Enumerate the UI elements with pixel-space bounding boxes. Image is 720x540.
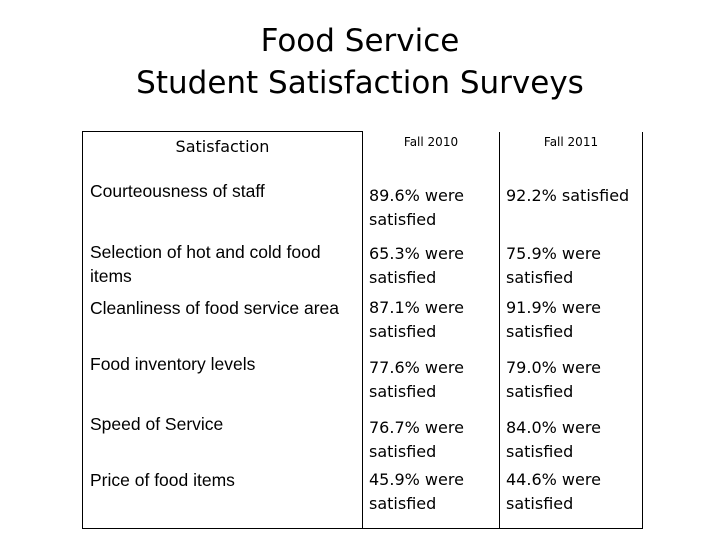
criteria-cell: Speed of Service — [82, 412, 363, 468]
fall-2010-cell: 89.6% were satisfied — [362, 179, 500, 240]
table-row: Speed of Service 76.7% were satisfied 84… — [82, 412, 643, 468]
header-fall-2011: Fall 2011 — [499, 131, 643, 179]
title-line-2: Student Satisfaction Surveys — [136, 65, 584, 101]
fall-2010-cell: 77.6% were satisfied — [362, 352, 500, 412]
slide-title: Food Service Student Satisfaction Survey… — [0, 20, 720, 104]
fall-2011-cell: 92.2% satisfied — [499, 179, 643, 240]
criteria-cell: Selection of hot and cold food items — [82, 240, 363, 296]
criteria-cell: Courteousness of staff — [82, 179, 363, 240]
fall-2010-cell: 87.1% were satisfied — [362, 296, 500, 352]
table-row: Cleanliness of food service area 87.1% w… — [82, 296, 643, 352]
criteria-cell: Price of food items — [82, 468, 363, 529]
criteria-cell: Food inventory levels — [82, 352, 363, 412]
table-row: Courteousness of staff 89.6% were satisf… — [82, 179, 643, 240]
table-header-row: Satisfaction Fall 2010 Fall 2011 — [82, 131, 643, 179]
header-fall-2010: Fall 2010 — [362, 131, 500, 179]
fall-2011-cell: 75.9% were satisfied — [499, 240, 643, 296]
header-satisfaction: Satisfaction — [82, 131, 363, 179]
table-row: Food inventory levels 77.6% were satisfi… — [82, 352, 643, 412]
satisfaction-table: Satisfaction Fall 2010 Fall 2011 Courteo… — [82, 131, 643, 529]
fall-2011-cell: 91.9% were satisfied — [499, 296, 643, 352]
fall-2010-cell: 65.3% were satisfied — [362, 240, 500, 296]
title-line-1: Food Service — [260, 23, 460, 59]
fall-2010-cell: 76.7% were satisfied — [362, 412, 500, 468]
table-row: Price of food items 45.9% were satisfied… — [82, 468, 643, 529]
criteria-cell: Cleanliness of food service area — [82, 296, 363, 352]
fall-2010-cell: 45.9% were satisfied — [362, 468, 500, 529]
fall-2011-cell: 84.0% were satisfied — [499, 412, 643, 468]
fall-2011-cell: 44.6% were satisfied — [499, 468, 643, 529]
fall-2011-cell: 79.0% were satisfied — [499, 352, 643, 412]
table-row: Selection of hot and cold food items 65.… — [82, 240, 643, 296]
